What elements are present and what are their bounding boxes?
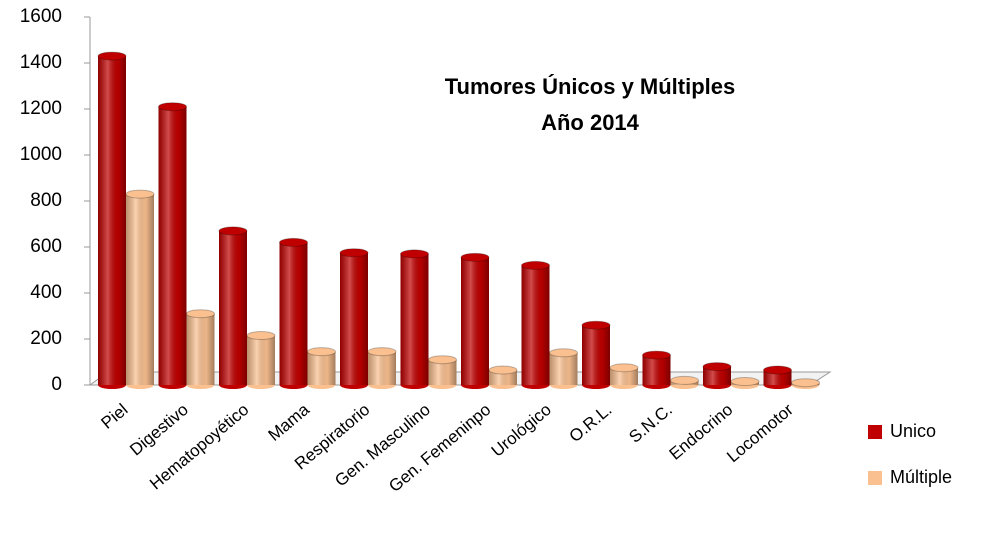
bar-shade — [158, 106, 187, 385]
bar-shade — [642, 355, 671, 385]
legend-label: Múltiple — [890, 467, 952, 487]
y-tick-label: 0 — [51, 374, 62, 395]
legend-swatch — [868, 471, 882, 485]
y-tick-label: 1400 — [20, 52, 62, 73]
bar-top — [670, 375, 699, 385]
y-tick-label: 800 — [30, 190, 62, 211]
bar-top — [246, 331, 276, 341]
x-tick-label: Piel — [98, 400, 132, 433]
bar-shade — [126, 194, 154, 385]
y-tick-label: 200 — [30, 328, 62, 349]
bar-top — [400, 249, 429, 259]
bar-shade — [400, 253, 429, 385]
bar-top — [158, 102, 187, 112]
bar-top — [367, 347, 397, 357]
bar-shade — [219, 230, 247, 385]
bar-top — [521, 260, 550, 270]
x-tick-label: O.R.L. — [566, 400, 616, 446]
bar-shade — [340, 252, 368, 385]
bar-shade — [763, 370, 792, 385]
y-tick-label: 400 — [30, 282, 62, 303]
x-tick-label: S.N.C. — [625, 400, 676, 447]
bar-top — [609, 363, 639, 373]
bar-shade — [582, 325, 610, 385]
legend-label: Unico — [890, 421, 936, 441]
y-tick-label: 600 — [30, 236, 62, 257]
bar-shade — [186, 313, 215, 385]
bar-top — [549, 348, 578, 358]
bar-top — [488, 365, 518, 375]
bar-shade — [549, 352, 578, 385]
x-tick-label: Urológico — [488, 400, 555, 461]
bar-shade — [610, 367, 638, 385]
bar-top — [581, 320, 611, 330]
bar-top — [186, 309, 215, 319]
bar-top — [702, 362, 732, 372]
y-tick-label: 1200 — [20, 98, 62, 119]
bar-shade — [307, 351, 336, 385]
chart-subtitle: Año 2014 — [541, 110, 640, 135]
legend-swatch — [868, 425, 882, 439]
bar-top — [428, 355, 457, 365]
x-tick-label: Locomotor — [723, 400, 797, 466]
y-tick-label: 1000 — [20, 144, 62, 165]
bar-top — [218, 226, 248, 236]
bar-shade — [98, 56, 126, 385]
bar-top — [791, 378, 820, 388]
x-tick-label: Mama — [265, 400, 314, 445]
bar-top — [125, 189, 155, 199]
bar-shade — [461, 257, 489, 385]
bar-top — [642, 350, 671, 360]
bar-top — [97, 51, 127, 61]
bar-top — [460, 252, 490, 262]
bar-top — [279, 237, 308, 247]
bar-shade — [703, 366, 731, 385]
chart-title: Tumores Únicos y Múltiples — [445, 74, 736, 99]
bar-shade — [247, 335, 275, 385]
y-tick-label: 1600 — [20, 6, 62, 27]
bar-shade — [428, 359, 457, 385]
bar-shade — [279, 242, 308, 385]
bar-shade — [521, 265, 550, 385]
bar-shade — [368, 351, 396, 385]
bar-top — [730, 377, 760, 387]
bar-top — [339, 248, 369, 258]
x-tick-label: Gen. Femeninpo — [385, 400, 494, 496]
bar-shade — [489, 370, 517, 385]
bar-top — [307, 347, 336, 357]
bar-top — [763, 365, 792, 375]
